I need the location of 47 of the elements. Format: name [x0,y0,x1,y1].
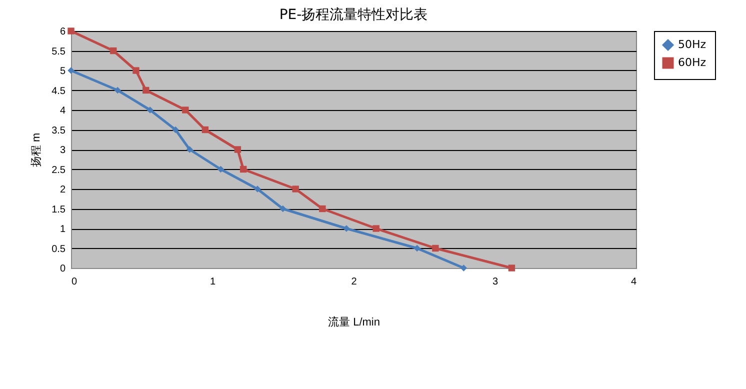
y-tick-label: 4.5 [52,86,66,97]
x-tick-label: 1 [210,276,216,288]
y-tick-label: 1.5 [52,204,66,216]
point [186,146,194,153]
point [132,67,140,74]
point [460,264,468,272]
y-tick-label: 0 [60,264,66,274]
y-tick-label: 3.5 [52,125,66,136]
legend-label: 50Hz [678,38,706,51]
y-tick-label: 0.5 [52,244,66,255]
legend-label: 60Hz [678,56,706,69]
y-tick-label: 2 [60,184,66,196]
point [68,28,74,34]
x-tick-label: 0 [72,276,78,288]
x-tick-label: 2 [351,276,358,288]
point [217,166,224,173]
point [146,106,154,114]
point [254,186,261,192]
point [234,146,242,153]
y-tick-label: 2.5 [52,164,66,176]
point [240,166,247,173]
chart-title: PE-扬程流量特性对比表 [279,7,428,23]
y-tick-label: 6 [60,26,66,38]
y-tick-label: 4 [60,106,66,116]
point [182,106,189,114]
point [319,205,326,212]
point [343,225,350,232]
point [68,67,74,74]
point [508,264,516,272]
y-axis-title: 扬程 m [30,132,43,168]
point [172,126,179,134]
y-tick-label: 1 [60,224,66,235]
point [142,86,150,94]
point [202,126,209,134]
y-tick-label: 5 [60,66,66,77]
point [292,186,299,192]
x-tick-label: 3 [492,276,498,288]
x-tick-label: 4 [630,276,637,288]
y-tick-label: 3 [60,145,66,156]
point [414,244,420,252]
point [280,205,286,212]
point [432,244,439,252]
y-tick-label: 5.5 [52,46,66,58]
point [114,86,121,94]
point [110,47,117,54]
point [372,225,380,232]
x-axis-title: 流量 L/min [328,316,380,328]
